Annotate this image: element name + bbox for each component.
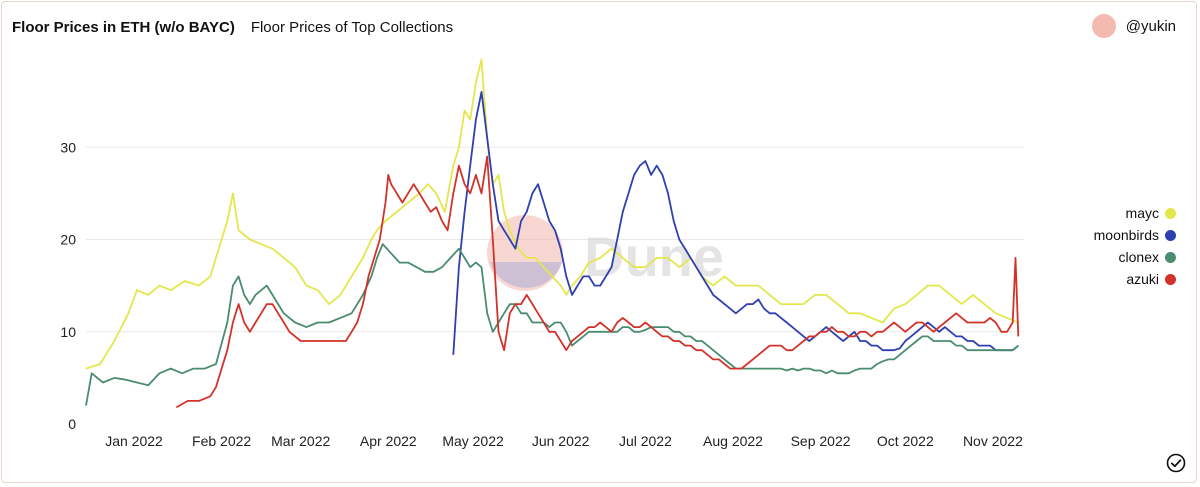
- x-tick-label: Feb 2022: [192, 433, 251, 449]
- watermark: Dune: [487, 215, 724, 291]
- series-line-mayc[interactable]: [85, 58, 1019, 370]
- series-line-clonex[interactable]: [85, 243, 1019, 406]
- series-line-azuki[interactable]: [175, 155, 1020, 409]
- legend: mayc moonbirds clonex azuki: [1094, 202, 1176, 290]
- series-lines: [85, 58, 1020, 409]
- x-tick-label: Jan 2022: [105, 433, 163, 449]
- legend-dot-icon: [1165, 251, 1176, 263]
- x-tick-label: Aug 2022: [703, 433, 763, 449]
- legend-item-moonbirds[interactable]: moonbirds: [1094, 224, 1176, 246]
- chart-header: Floor Prices in ETH (w/o BAYC) Floor Pri…: [12, 16, 453, 38]
- x-tick-label: Jul 2022: [619, 433, 672, 449]
- legend-label: azuki: [1126, 271, 1159, 287]
- x-axis-ticks: Jan 2022 Feb 2022 Mar 2022 Apr 2022 May 2022…: [105, 433, 1023, 449]
- y-tick-label: 30: [60, 139, 76, 155]
- legend-dot-icon: [1165, 229, 1176, 241]
- x-tick-label: Nov 2022: [963, 433, 1023, 449]
- x-tick-label: Oct 2022: [877, 433, 934, 449]
- avatar[interactable]: [1091, 14, 1116, 38]
- legend-label: mayc: [1125, 205, 1159, 221]
- x-tick-label: Jun 2022: [532, 433, 590, 449]
- check-circle-icon[interactable]: [1166, 453, 1186, 473]
- watermark-text: Dune: [584, 225, 724, 288]
- legend-label: clonex: [1118, 249, 1159, 265]
- legend-label: moonbirds: [1093, 227, 1159, 243]
- legend-item-azuki[interactable]: azuki: [1094, 268, 1176, 290]
- x-tick-label: Sep 2022: [791, 433, 851, 449]
- legend-item-clonex[interactable]: clonex: [1094, 246, 1176, 268]
- author-badge[interactable]: @yukin: [1091, 14, 1176, 38]
- series-line-moonbirds[interactable]: [452, 91, 1019, 355]
- author-name[interactable]: @yukin: [1125, 17, 1176, 35]
- legend-dot-icon: [1165, 207, 1176, 219]
- chart-title: Floor Prices in ETH (w/o BAYC): [12, 18, 235, 36]
- x-tick-label: Apr 2022: [360, 433, 417, 449]
- legend-item-mayc[interactable]: mayc: [1094, 202, 1176, 224]
- y-tick-label: 10: [60, 324, 76, 340]
- y-tick-label: 20: [60, 232, 76, 248]
- x-tick-label: Mar 2022: [271, 433, 330, 449]
- x-tick-label: May 2022: [442, 433, 504, 449]
- y-axis-ticks: 0 10 20 30: [60, 139, 76, 432]
- legend-dot-icon: [1165, 273, 1176, 285]
- y-tick-label: 0: [68, 416, 76, 432]
- chart-subtitle: Floor Prices of Top Collections: [250, 18, 454, 36]
